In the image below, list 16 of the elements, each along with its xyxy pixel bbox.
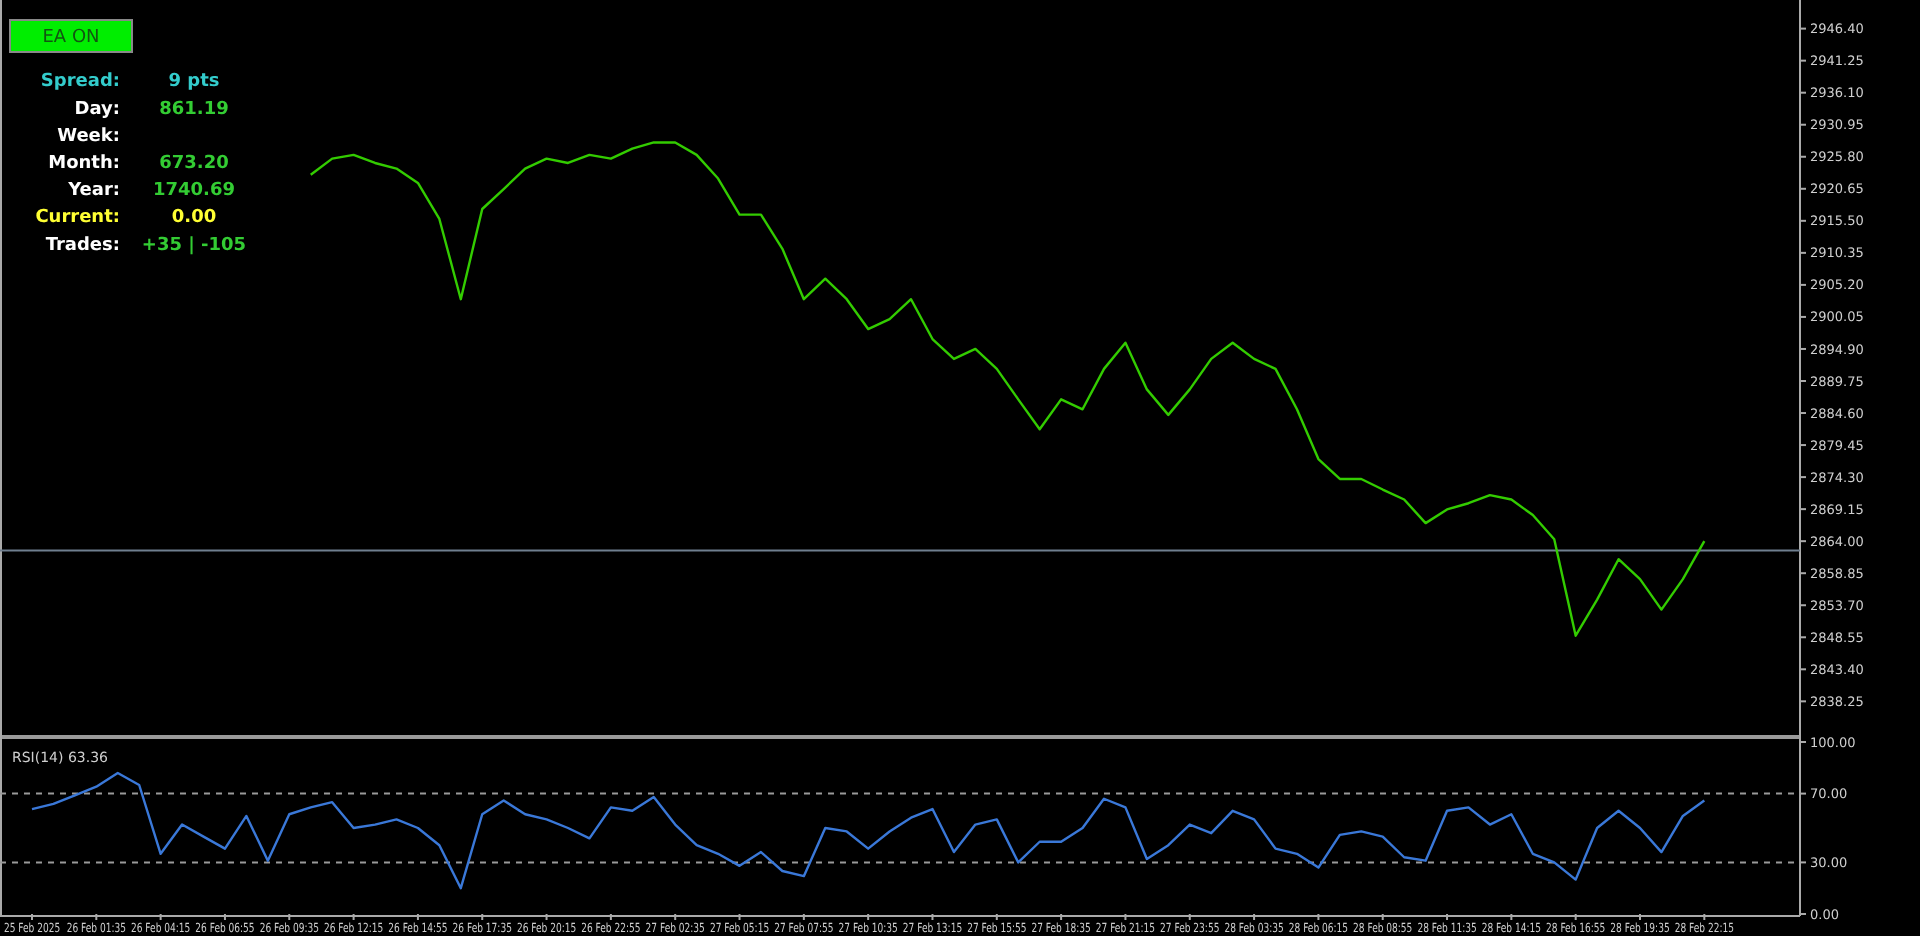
annotation: Day:	[74, 99, 120, 120]
annotation: 1740.69	[153, 181, 235, 202]
annotation: Year:	[66, 181, 120, 202]
annotation: Current:	[35, 208, 120, 229]
annotation: 0.00	[171, 208, 217, 229]
annotation: 9 pts	[168, 72, 220, 93]
line-series	[309, 141, 1706, 637]
toggle-button: EA ON	[9, 19, 133, 53]
annotation: Trades:	[45, 235, 120, 256]
annotation: 861.19	[159, 99, 229, 120]
annotation: Spread:	[40, 72, 120, 93]
annotation: Week:	[57, 126, 120, 147]
annotation: 673.20	[159, 153, 229, 174]
annotation: Month:	[48, 153, 120, 174]
line-series	[30, 771, 1706, 890]
annotation: +35 | -105	[141, 235, 247, 256]
